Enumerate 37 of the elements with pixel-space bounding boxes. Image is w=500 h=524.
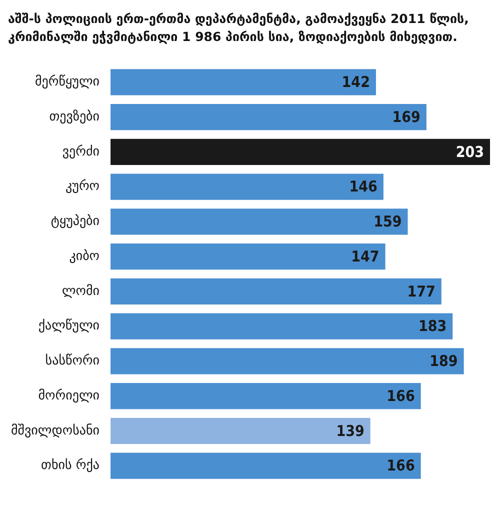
y-tick-label: თხის რქა — [41, 458, 100, 474]
bar — [110, 313, 453, 340]
data-label: 147 — [351, 247, 380, 266]
y-tick-label: ლომი — [62, 284, 100, 299]
data-label: 189 — [430, 352, 458, 370]
bar — [110, 278, 442, 305]
bar — [110, 208, 408, 235]
data-label: 203 — [456, 142, 484, 161]
y-tick-label: კურო — [66, 179, 100, 194]
y-tick-label: კიბო — [69, 248, 100, 264]
data-label: 159 — [374, 212, 402, 231]
y-tick-label: ტყუპები — [50, 214, 100, 230]
bar — [110, 348, 464, 374]
data-label: 139 — [336, 422, 364, 440]
y-tick-label: მშვილდოსანი — [10, 423, 100, 438]
bar — [110, 174, 384, 200]
bar — [110, 382, 421, 410]
data-label: 166 — [386, 386, 415, 405]
bar — [110, 418, 370, 444]
data-label: 142 — [342, 73, 370, 92]
chart-title: აშშ-ს პოლიციის ერთ-ერთმა დეპარტამენტმა, გამოაქვეყნა 2011 წლის, კრიმინალში ეჭვმიტანილი 1 986 პირის სია, ზოდიაქოების მიხედვით. — [8, 10, 470, 46]
data-label: 177 — [407, 282, 436, 300]
y-tick-label: ვერძი — [62, 144, 100, 160]
bar — [110, 452, 421, 479]
bar — [110, 243, 386, 270]
data-label: 166 — [386, 456, 415, 475]
y-tick-label: თევზები — [49, 109, 100, 124]
bar — [110, 138, 490, 166]
y-tick-label: მერწყული — [34, 74, 100, 90]
data-label: 183 — [418, 317, 447, 336]
data-label: 169 — [392, 108, 420, 126]
y-tick-label: მორიელი — [38, 388, 100, 404]
y-tick-label: ქალწული — [38, 318, 100, 334]
bar — [110, 69, 376, 96]
data-label: 146 — [349, 178, 378, 196]
bar — [110, 104, 426, 130]
y-tick-label: სასწორი — [45, 354, 100, 369]
